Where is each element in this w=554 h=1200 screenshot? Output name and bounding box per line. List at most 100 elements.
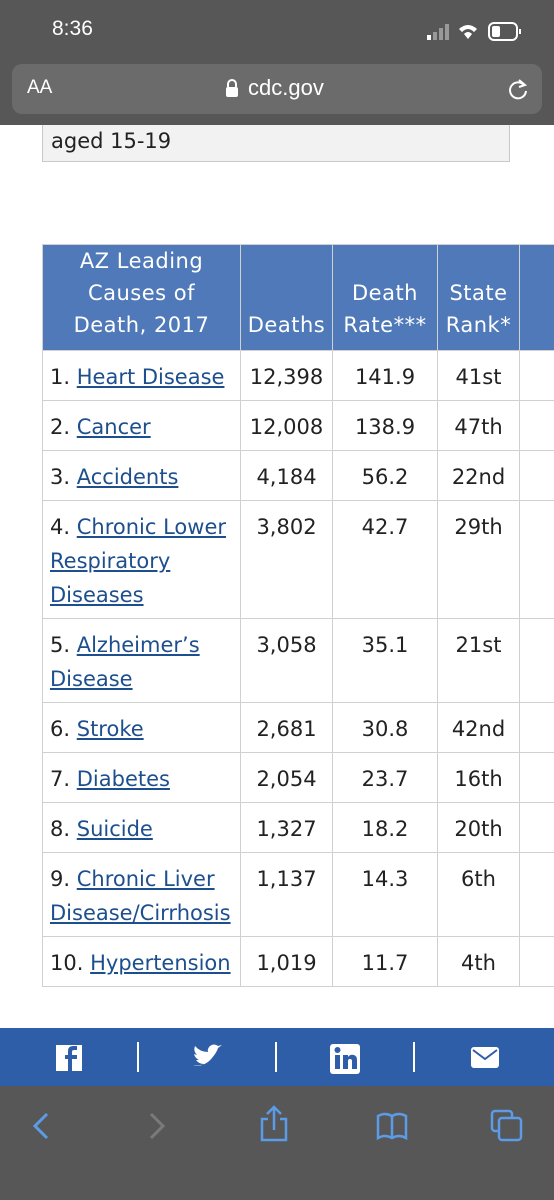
cause-link[interactable]: Diabetes bbox=[76, 767, 170, 791]
rate-cell: 23.7 bbox=[332, 752, 438, 803]
table-row: 8. Suicide 1,327 18.2 20th bbox=[42, 802, 554, 853]
state-rank-cell: 21st bbox=[437, 618, 520, 703]
rank-number: 3. bbox=[50, 465, 71, 489]
deaths-cell: 4,184 bbox=[240, 450, 333, 501]
table-row: 9. Chronic Liver Disease/Cirrhosis 1,137 1… bbox=[42, 852, 554, 937]
column-header: F bbox=[519, 244, 554, 351]
rank-number: 8. bbox=[50, 817, 71, 841]
clipped-cell bbox=[519, 400, 554, 451]
cause-link[interactable]: Cancer bbox=[76, 415, 151, 439]
rank-number: 2. bbox=[50, 415, 71, 439]
cause-cell: 9. Chronic Liver Disease/Cirrhosis bbox=[42, 852, 241, 937]
table-row: 5. Alzheimer’s Disease 3,058 35.1 21st bbox=[42, 618, 554, 703]
column-header-text: Deaths bbox=[247, 313, 326, 337]
state-rank-cell: 6th bbox=[437, 852, 520, 937]
column-header-text: F bbox=[524, 309, 554, 341]
tabs-button[interactable] bbox=[490, 1109, 523, 1142]
state-rank-cell: 20th bbox=[437, 802, 520, 853]
rate-cell: 141.9 bbox=[332, 350, 438, 401]
cause-link[interactable]: Accidents bbox=[76, 465, 179, 489]
column-header-text: AZ Leading Causes of Death, 2017 bbox=[73, 249, 210, 337]
column-header-text: State Rank* bbox=[445, 281, 512, 337]
cause-cell: 10. Hypertension bbox=[42, 936, 241, 987]
clipped-cell bbox=[519, 702, 554, 753]
table-container: AZ Leading Causes of Death, 2017 Deaths De… bbox=[42, 244, 554, 987]
rate-cell: 56.2 bbox=[332, 450, 438, 501]
clipped-cell bbox=[519, 852, 554, 937]
deaths-cell: 1,019 bbox=[240, 936, 333, 987]
cause-link[interactable]: Suicide bbox=[76, 817, 153, 841]
cause-link[interactable]: Hypertension bbox=[90, 951, 231, 975]
cause-link[interactable]: Chronic Lower Respiratory Diseases bbox=[50, 515, 227, 607]
cause-cell: 2. Cancer bbox=[42, 400, 241, 451]
cause-cell: 8. Suicide bbox=[42, 802, 241, 853]
rank-number: 6. bbox=[50, 717, 71, 741]
rate-cell: 18.2 bbox=[332, 802, 438, 853]
clipped-cell bbox=[519, 936, 554, 987]
rank-number: 9. bbox=[50, 867, 71, 891]
status-icons bbox=[427, 22, 521, 41]
facebook-button[interactable] bbox=[56, 1045, 82, 1071]
state-rank-cell: 29th bbox=[437, 500, 520, 619]
column-header: Death Rate*** bbox=[332, 244, 438, 351]
state-rank-cell: 4th bbox=[437, 936, 520, 987]
clipped-cell bbox=[519, 802, 554, 853]
clipped-cell bbox=[519, 752, 554, 803]
lock-icon bbox=[226, 79, 238, 97]
status-time: 8:36 bbox=[52, 17, 93, 40]
deaths-cell: 2,681 bbox=[240, 702, 333, 753]
table-row: 7. Diabetes 2,054 23.7 16th bbox=[42, 752, 554, 803]
bookmarks-button[interactable] bbox=[376, 1112, 408, 1141]
deaths-cell: 1,327 bbox=[240, 802, 333, 853]
state-rank-cell: 16th bbox=[437, 752, 520, 803]
header-row: AZ Leading Causes of Death, 2017 Deaths De… bbox=[42, 244, 554, 351]
rate-cell: 35.1 bbox=[332, 618, 438, 703]
table-row: 3. Accidents 4,184 56.2 22nd bbox=[42, 450, 554, 501]
rank-number: 10. bbox=[50, 951, 84, 975]
cause-link[interactable]: Heart Disease bbox=[76, 365, 225, 389]
state-rank-cell: 22nd bbox=[437, 450, 520, 501]
rate-cell: 42.7 bbox=[332, 500, 438, 619]
text-size-button[interactable]: AA bbox=[27, 77, 53, 98]
cause-link[interactable]: Alzheimer’s Disease bbox=[50, 633, 200, 691]
share-button[interactable] bbox=[260, 1105, 288, 1142]
rank-number: 7. bbox=[50, 767, 71, 791]
column-header: AZ Leading Causes of Death, 2017 bbox=[42, 244, 241, 351]
clipped-cell bbox=[519, 350, 554, 401]
table-row: 1. Heart Disease 12,398 141.9 41st bbox=[42, 350, 554, 401]
linkedin-button[interactable] bbox=[330, 1044, 360, 1074]
clipped-cell bbox=[519, 450, 554, 501]
rate-cell: 11.7 bbox=[332, 936, 438, 987]
cause-cell: 3. Accidents bbox=[42, 450, 241, 501]
clipped-cell bbox=[519, 618, 554, 703]
causes-table: AZ Leading Causes of Death, 2017 Deaths De… bbox=[42, 244, 554, 987]
column-header: State Rank* bbox=[437, 244, 520, 351]
browser-chrome: 8:36 AA cdc.gov bbox=[0, 0, 554, 125]
email-button[interactable] bbox=[471, 1047, 499, 1068]
rate-cell: 30.8 bbox=[332, 702, 438, 753]
rate-cell: 138.9 bbox=[332, 400, 438, 451]
url[interactable]: cdc.gov bbox=[248, 75, 324, 100]
cause-cell: 5. Alzheimer’s Disease bbox=[42, 618, 241, 703]
text-fragment: aged 15-19 bbox=[42, 125, 510, 162]
rank-number: 5. bbox=[50, 633, 71, 657]
forward-button[interactable] bbox=[149, 1112, 166, 1140]
deaths-cell: 12,008 bbox=[240, 400, 333, 451]
column-header-text: Death Rate*** bbox=[343, 281, 427, 337]
cause-link[interactable]: Stroke bbox=[76, 717, 144, 741]
cause-cell: 7. Diabetes bbox=[42, 752, 241, 803]
url-bar[interactable]: AA cdc.gov bbox=[12, 64, 542, 114]
deaths-cell: 3,802 bbox=[240, 500, 333, 619]
deaths-cell: 3,058 bbox=[240, 618, 333, 703]
share-bar bbox=[0, 1028, 554, 1086]
reload-button[interactable] bbox=[506, 76, 530, 102]
deaths-cell: 2,054 bbox=[240, 752, 333, 803]
back-button[interactable] bbox=[32, 1112, 49, 1140]
browser-toolbar bbox=[0, 1086, 554, 1200]
cause-cell: 6. Stroke bbox=[42, 702, 241, 753]
table-row: 10. Hypertension 1,019 11.7 4th bbox=[42, 936, 554, 987]
cause-cell: 4. Chronic Lower Respiratory Diseases bbox=[42, 500, 241, 619]
twitter-button[interactable] bbox=[193, 1044, 222, 1066]
cause-link[interactable]: Chronic Liver Disease/Cirrhosis bbox=[50, 867, 231, 925]
